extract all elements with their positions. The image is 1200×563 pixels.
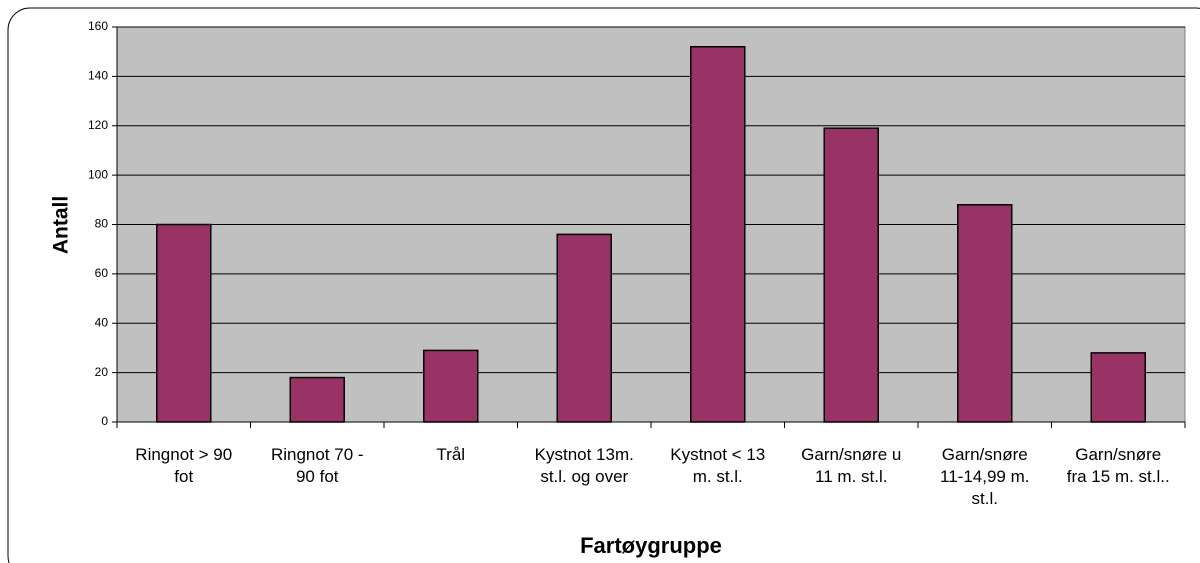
y-tick-label: 40	[95, 315, 109, 329]
bar	[156, 223, 212, 423]
x-tick-label: Ringnot > 90 fot	[135, 445, 233, 486]
y-tick-label: 20	[95, 365, 109, 379]
x-tick-label: Trål	[436, 445, 466, 464]
x-tick-label: Kystnot 13m. st.l. og over	[534, 445, 634, 486]
bar	[957, 204, 1013, 423]
bar	[423, 349, 479, 423]
x-tick-label: Ringnot 70 - 90 fot	[270, 445, 364, 486]
y-tick-label: 120	[88, 118, 108, 132]
y-tick-label: 100	[88, 167, 108, 181]
y-tick-label: 140	[88, 69, 108, 83]
bar	[823, 127, 879, 423]
bar	[289, 376, 345, 423]
x-tick-label: Garn/snøre u 11 m. st.l.	[801, 445, 902, 486]
bar	[1090, 352, 1146, 423]
x-tick-label: Kystnot < 13 m. st.l.	[670, 445, 766, 486]
x-tick-label: Garn/snøre 11-14,99 m. st.l.	[940, 445, 1030, 508]
y-tick-label: 60	[95, 266, 109, 280]
y-axis-title: Antall	[50, 196, 73, 254]
y-tick-label: 160	[88, 19, 108, 33]
bar	[556, 233, 612, 423]
x-axis-title: Fartøygruppe	[580, 533, 722, 558]
y-tick-label: 80	[95, 217, 109, 231]
bar	[690, 46, 746, 423]
x-tick-label: Garn/snøre fra 15 m. st.l..	[1066, 445, 1170, 486]
y-tick-label: 0	[101, 414, 108, 428]
